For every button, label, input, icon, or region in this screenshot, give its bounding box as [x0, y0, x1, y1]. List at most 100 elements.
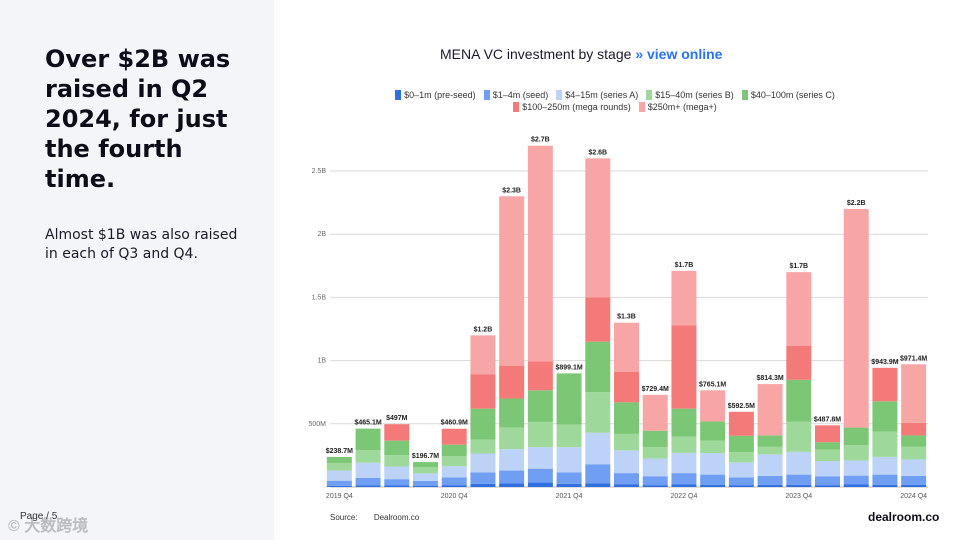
bar-segment: [413, 480, 438, 486]
bar-segment: [843, 445, 869, 461]
bar-segment: [642, 430, 668, 448]
bar-segment: [384, 479, 410, 486]
bar-segment: [441, 456, 467, 467]
bar-segment: [470, 374, 496, 409]
bar-total-label: $1.3B: [617, 314, 636, 321]
bar-segment: [384, 424, 410, 441]
bar-segment: [384, 440, 410, 456]
bar-total-label: $899.1M: [555, 364, 582, 371]
legend-swatch: [556, 90, 563, 100]
x-tick-label: 2020 Q4: [441, 493, 468, 500]
bar-segment: [901, 475, 927, 485]
bar-total-label: $729.4M: [642, 386, 669, 393]
bar-segment: [901, 484, 927, 487]
legend-item: $100–250m (mega rounds): [513, 102, 631, 112]
x-tick-label: 2019 Q4: [326, 493, 353, 500]
bar-segment: [614, 484, 639, 487]
legend-swatch: [513, 102, 520, 112]
legend-swatch: [395, 90, 402, 100]
bar-segment: [470, 408, 496, 440]
bar-segment: [585, 392, 611, 433]
bar-segment: [700, 421, 726, 441]
legend-swatch: [638, 102, 645, 112]
bar-segment: [413, 485, 438, 487]
bar-segment: [556, 472, 582, 484]
headline: Over $2B was raised in Q2 2024, for just…: [45, 45, 231, 193]
bar-total-label: $238.7M: [326, 448, 353, 455]
bar-segment: [786, 451, 812, 475]
x-tick-label: 2024 Q4: [900, 493, 927, 500]
bar-segment: [384, 485, 410, 487]
bar-segment: [384, 455, 410, 467]
legend-label: $4–15m (series A): [565, 90, 639, 100]
bar-total-label: $943.9M: [871, 359, 898, 366]
bar-total-label: $497M: [386, 415, 408, 422]
bar-segment: [326, 456, 352, 463]
bar-segment: [700, 474, 726, 485]
legend-item: $0–1m (pre-seed): [395, 90, 476, 100]
bar-segment: [671, 270, 697, 326]
bar-segment: [585, 341, 611, 393]
bar-segment: [326, 485, 352, 487]
bar-total-label: $460.9M: [441, 420, 468, 427]
y-tick-label: 2.5B: [312, 168, 327, 175]
bar-segment: [585, 432, 611, 465]
bar-segment: [614, 450, 639, 474]
x-tick-label: 2023 Q4: [785, 493, 812, 500]
bar-segment: [527, 361, 553, 391]
y-tick-label: 500M: [308, 421, 326, 428]
bar-segment: [527, 468, 553, 483]
bar-segment: [786, 345, 812, 380]
bar-segment: [700, 390, 726, 422]
bar-segment: [326, 462, 352, 471]
y-tick-label: 1.5B: [312, 294, 327, 301]
bar-segment: [700, 453, 726, 475]
bar-segment: [441, 477, 467, 486]
bar-segment: [901, 422, 927, 436]
bar-segment: [470, 439, 496, 454]
bar-segment: [872, 367, 898, 402]
bar-segment: [728, 485, 754, 487]
bar-segment: [556, 373, 582, 425]
bar-segment: [326, 470, 352, 481]
y-tick-label: 1B: [317, 358, 326, 365]
bar-segment: [499, 449, 525, 471]
bar-segment: [728, 435, 754, 453]
bar-segment: [815, 442, 840, 450]
bar-segment: [815, 485, 840, 487]
bar-segment: [585, 158, 611, 298]
bar-segment: [441, 428, 467, 445]
bar-segment: [815, 449, 840, 462]
source-label: Source:: [330, 513, 358, 522]
bar-segment: [757, 475, 783, 485]
bar-segment: [326, 480, 352, 486]
bar-segment: [614, 473, 639, 485]
brand-logo[interactable]: dealroom.co: [868, 510, 940, 524]
bar-segment: [671, 484, 697, 487]
bar-segment: [901, 364, 927, 423]
bar-total-label: $2.2B: [847, 200, 866, 207]
bar-segment: [355, 477, 381, 486]
bar-segment: [843, 484, 869, 487]
bar-total-label: $196.7M: [412, 453, 439, 460]
legend-label: $0–1m (pre-seed): [404, 90, 476, 100]
bar-segment: [700, 440, 726, 454]
legend-item: $250m+ (mega+): [638, 102, 717, 112]
bar-segment: [671, 325, 697, 409]
bar-segment: [384, 466, 410, 480]
page-number: Page / 5: [20, 511, 58, 522]
bar-segment: [786, 272, 812, 346]
bar-segment: [527, 390, 553, 422]
bar-segment: [843, 427, 869, 446]
x-tick-label: 2022 Q4: [670, 493, 697, 500]
bar-segment: [470, 335, 496, 375]
bar-segment: [671, 408, 697, 437]
y-tick-label: 2B: [317, 231, 326, 238]
bar-segment: [470, 483, 496, 487]
view-online-link[interactable]: » view online: [635, 46, 723, 62]
bar-segment: [757, 454, 783, 476]
bar-segment: [527, 447, 553, 469]
bar-segment: [614, 371, 639, 403]
bar-total-label: $487.8M: [814, 416, 841, 423]
left-panel: Over $2B was raised in Q2 2024, for just…: [0, 0, 274, 540]
